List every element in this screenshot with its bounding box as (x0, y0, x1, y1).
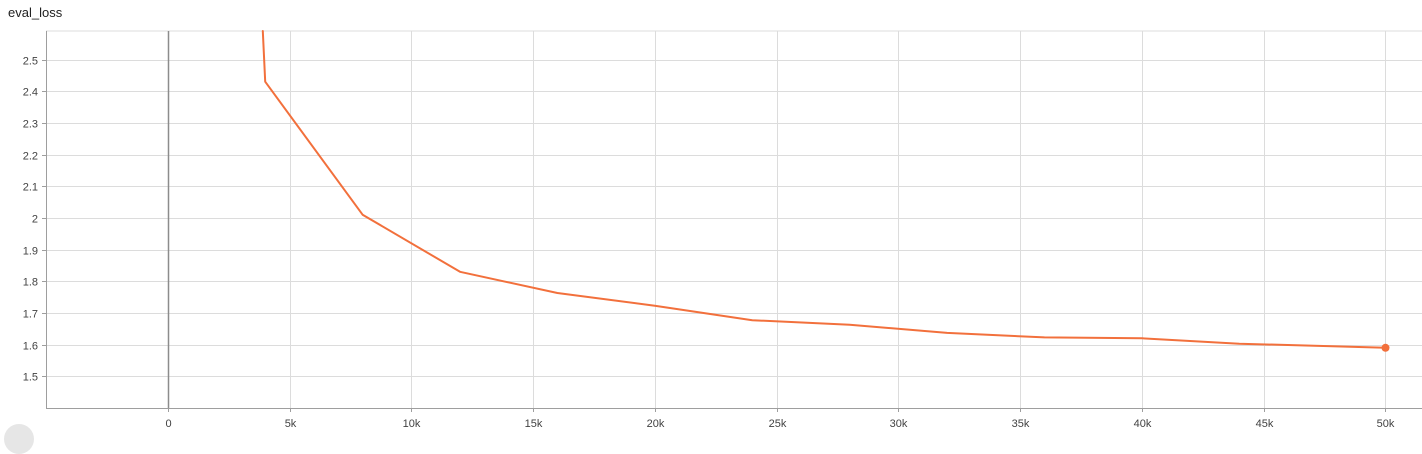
x-tick-label: 35k (1012, 418, 1030, 430)
y-tick-label: 2.2 (23, 151, 38, 163)
y-tick-label: 1.9 (23, 246, 38, 258)
y-tick-label: 2.1 (23, 182, 38, 194)
y-tick-label: 1.6 (23, 341, 38, 353)
x-tick-label: 10k (403, 418, 421, 430)
y-tick-label: 2.5 (23, 56, 38, 68)
data-point (750, 318, 754, 322)
x-tick-label: 50k (1377, 418, 1395, 430)
data-point (1237, 342, 1241, 346)
x-tick-label: 20k (647, 418, 665, 430)
x-tick-labels: 0 5k 10k 15k 20k 25k 30k 35k 40k 45k 50k (165, 418, 1394, 430)
series-line (261, 30, 1387, 349)
y-tick-labels: 1.5 1.6 1.7 1.8 1.9 2 2.1 2.2 2.3 2.4 2.5 (23, 56, 38, 384)
chart-title: eval_loss (8, 5, 63, 20)
axes (42, 31, 1422, 412)
data-point (263, 80, 267, 84)
data-point (848, 323, 852, 327)
x-tick-label: 15k (525, 418, 543, 430)
x-tick-label: 40k (1134, 418, 1152, 430)
loss-chart: 1.5 1.6 1.7 1.8 1.9 2 2.1 2.2 2.3 2.4 2.5 0 5k 10k 15… (23, 29, 1422, 430)
grid-lines (46, 30, 1422, 408)
y-tick-label: 1.8 (23, 277, 38, 289)
x-tick-label: 45k (1256, 418, 1274, 430)
data-point (945, 331, 949, 335)
x-tick-label: 0 (165, 418, 171, 430)
data-point (1140, 336, 1144, 340)
x-tick-label: 30k (890, 418, 908, 430)
x-tick-label: 25k (769, 418, 787, 430)
data-point (458, 270, 462, 274)
x-tick-label: 5k (285, 418, 297, 430)
data-point (361, 213, 365, 217)
y-tick-label: 1.7 (23, 309, 38, 321)
data-point (1043, 335, 1047, 339)
y-tick-label: 2 (32, 214, 38, 226)
data-point (555, 291, 559, 295)
y-tick-label: 2.4 (23, 87, 38, 99)
y-tick-label: 2.3 (23, 119, 38, 131)
data-point (261, 29, 265, 33)
fit-domain-icon[interactable] (4, 424, 34, 454)
data-point (653, 304, 657, 308)
last-data-point (1381, 343, 1390, 352)
series-layer (261, 29, 1390, 352)
y-tick-label: 1.5 (23, 372, 38, 384)
